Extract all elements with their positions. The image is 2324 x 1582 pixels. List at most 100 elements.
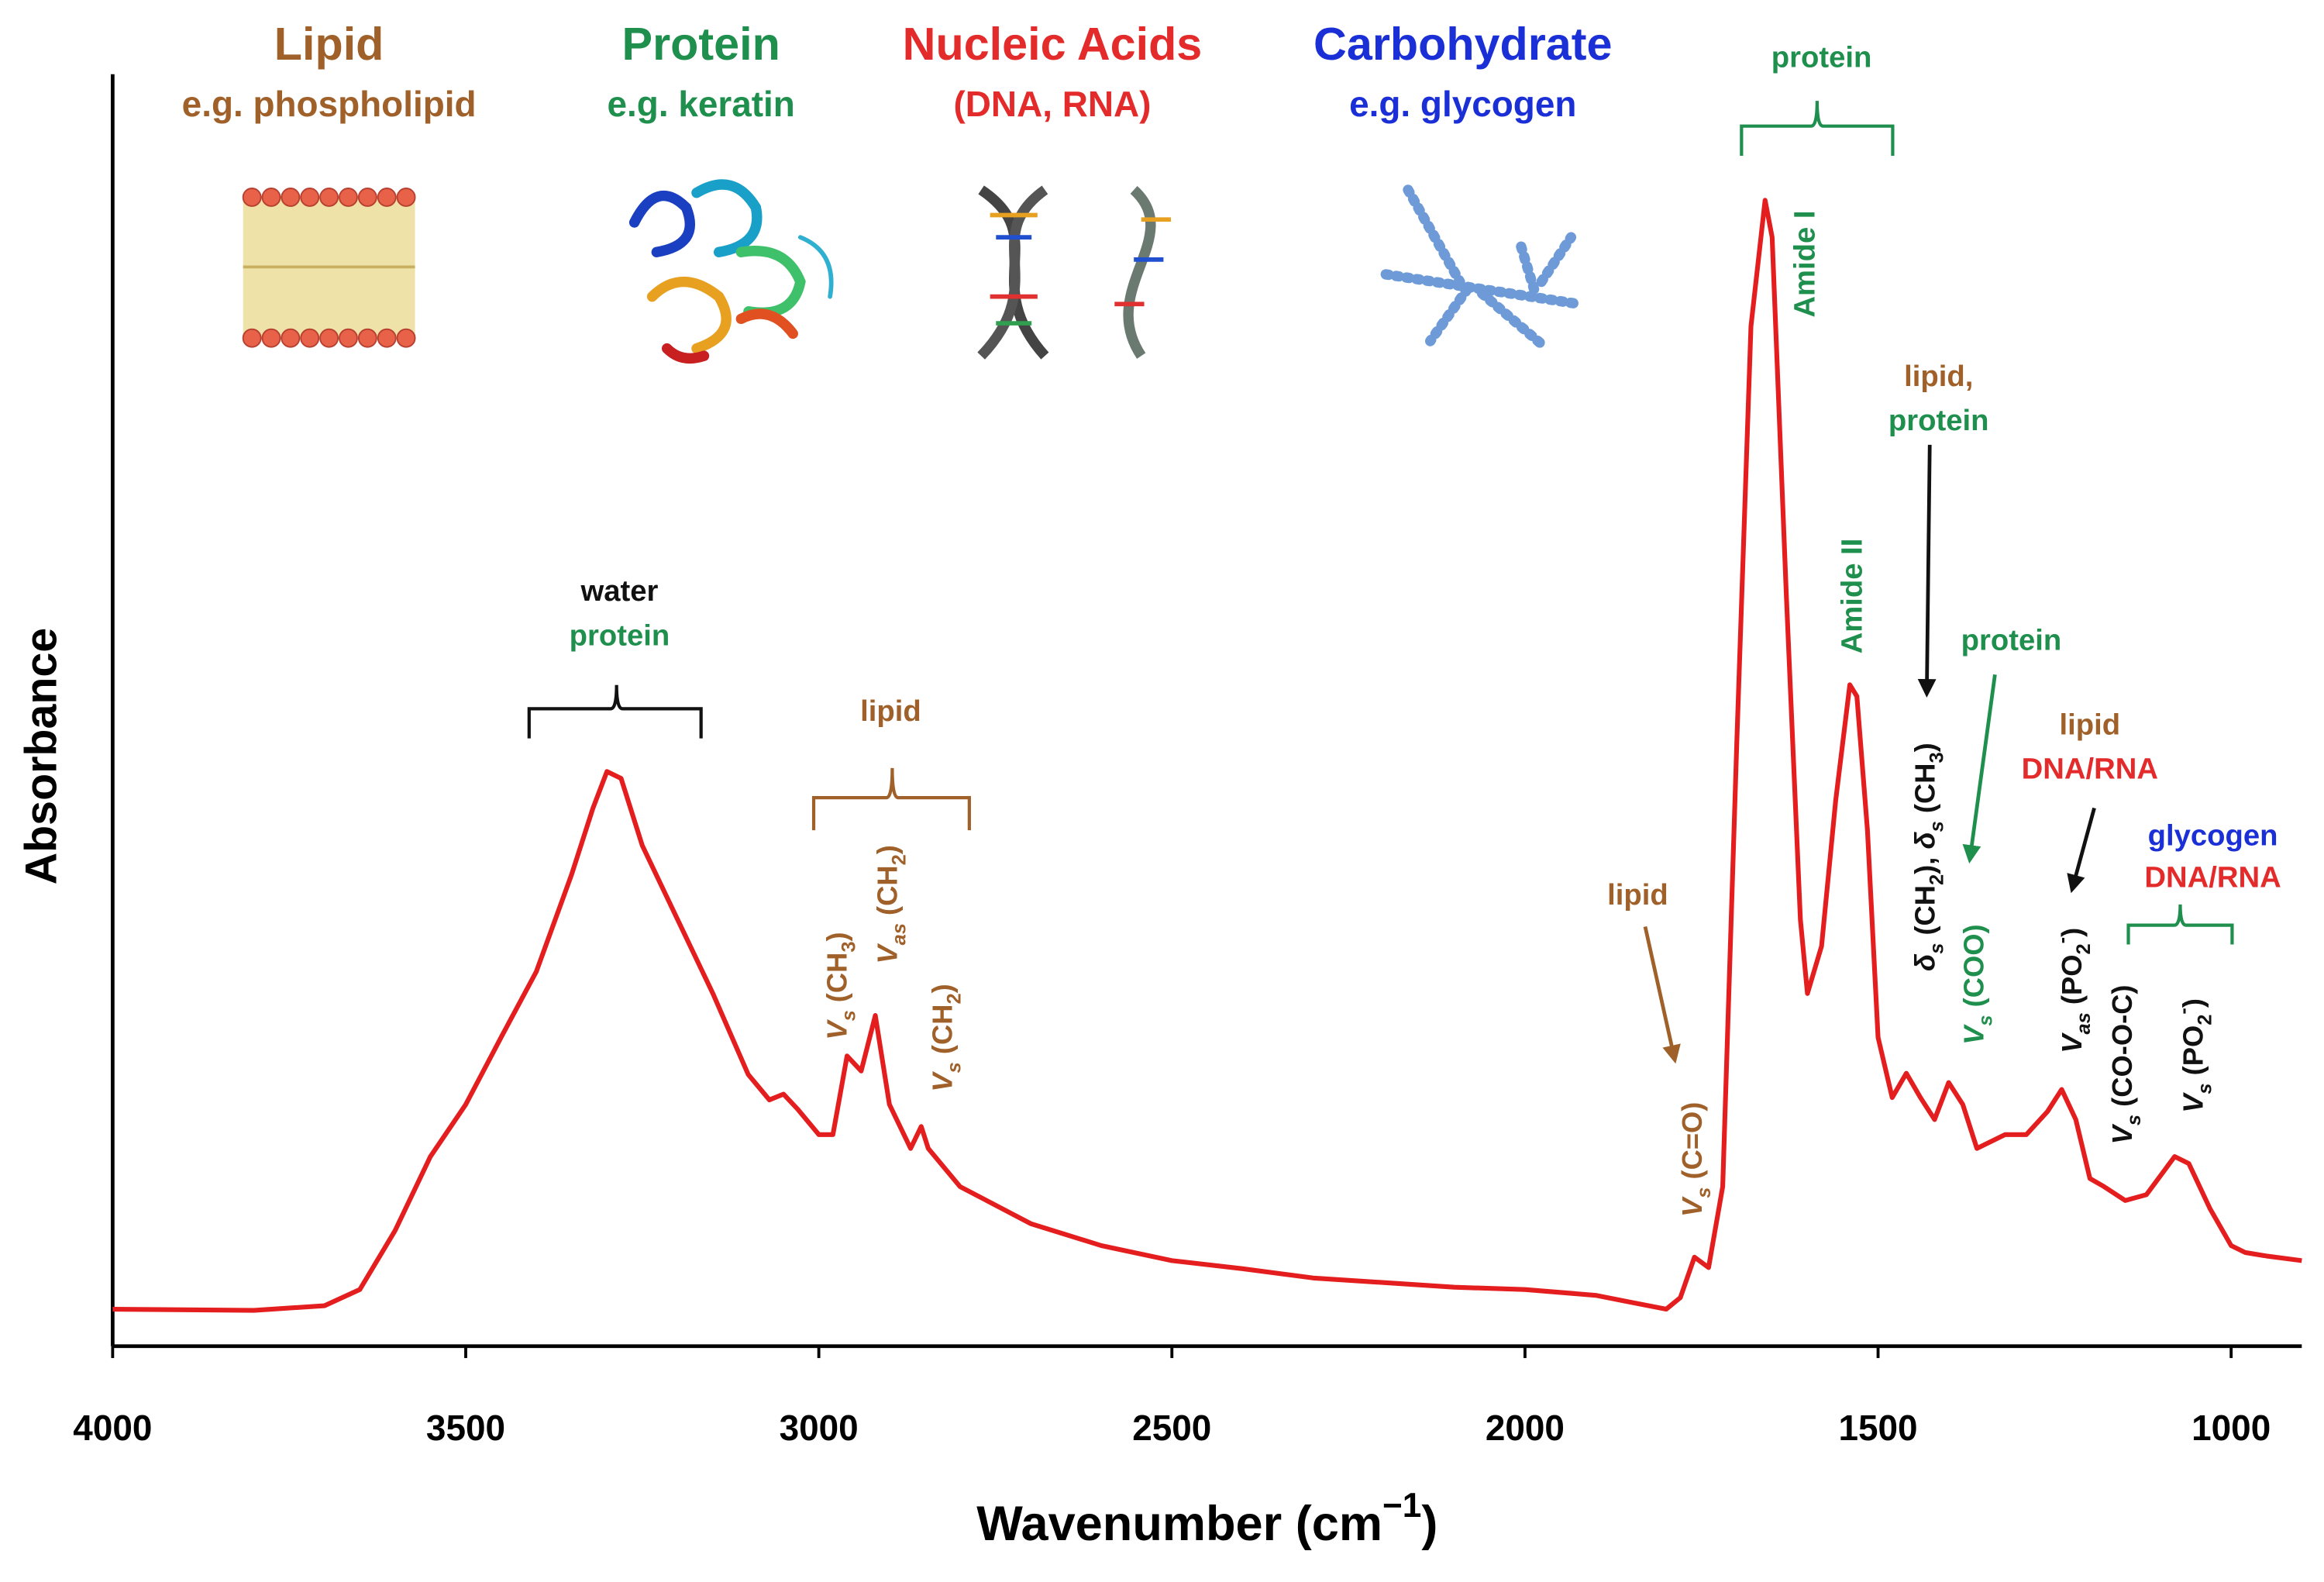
arrows (1643, 444, 2096, 1064)
text-part: s (1693, 1187, 1715, 1198)
x-tick-label: 1500 (1838, 1408, 1917, 1448)
annotation: δs (CH2), δs (CH3) (1909, 743, 1947, 971)
text-part: V (1957, 1024, 1989, 1045)
header-title: Nucleic Acids (903, 18, 1203, 70)
header-subtitle: e.g. glycogen (1349, 84, 1576, 124)
annotation: Vs (CH3) (821, 932, 859, 1039)
icons (242, 179, 1584, 364)
arrow (1962, 674, 1997, 864)
text-part: (COO) (1957, 924, 1989, 1015)
text-part: 2 (2072, 943, 2094, 954)
text-part: s (943, 1062, 965, 1073)
x-tick-label: 3000 (780, 1408, 859, 1448)
text-part: (CO-O-C) (2105, 984, 2137, 1114)
bracket (527, 684, 703, 739)
x-tick-label: 4000 (73, 1408, 152, 1448)
annotation: protein (1771, 41, 1872, 74)
annotation: lipid (860, 694, 921, 728)
annotation: DNA/RNA (2144, 860, 2281, 894)
x-tick-label: 2500 (1132, 1408, 1211, 1448)
text-part: s (838, 1010, 859, 1021)
text-part: 2 (2194, 1015, 2216, 1025)
text-part: V (821, 1019, 852, 1040)
text-part: s (1926, 821, 1947, 832)
arrow (1917, 444, 1937, 698)
text-part: lipid, (1904, 360, 1973, 393)
x-axis-label: Wavenumber (cm−1) (976, 1487, 1437, 1550)
text-part: ) (1909, 743, 1940, 752)
protein-icon (628, 179, 834, 364)
text-part: s (2123, 1115, 2145, 1125)
text-part: DNA/RNA (2022, 753, 2158, 786)
spectrum-line (112, 198, 2302, 1313)
annotation: lipid (2059, 708, 2120, 741)
text-part: as (2072, 1012, 2094, 1034)
text-part: 2 (1926, 874, 1947, 885)
text-part: V (1676, 1196, 1708, 1217)
text-part: 3 (838, 941, 859, 952)
text-part: s (2194, 1083, 2216, 1094)
bracket (2126, 904, 2234, 945)
text-part: Amide I (1789, 210, 1822, 317)
text-part: (CH (871, 865, 903, 923)
text-part: (PO (2055, 955, 2087, 1013)
text-part: lipid (1607, 878, 1668, 912)
annotation: Vs (PO2-) (2172, 998, 2216, 1113)
header-subtitle: (DNA, RNA) (954, 84, 1152, 124)
text-part: water (580, 574, 659, 608)
lipid-icon (242, 188, 416, 348)
text-part: protein (1771, 41, 1872, 74)
annotation: lipid (1607, 878, 1668, 912)
annotation: Vas (PO2-) (2050, 928, 2094, 1053)
text-part: −1 (1382, 1487, 1421, 1525)
annotation: Amide II (1836, 539, 1869, 654)
text-part: lipid (860, 694, 921, 728)
text-part: (CH (821, 953, 852, 1011)
arrow (2067, 807, 2096, 894)
text-part: V (871, 943, 903, 964)
annotation: DNA/RNA (2022, 753, 2158, 786)
text-part: V (926, 1071, 958, 1092)
text-part: ) (926, 984, 958, 993)
annotation: Amide I (1789, 210, 1822, 317)
text-part: protein (1961, 623, 2062, 657)
text-part: ) (821, 932, 852, 941)
text-part: ), (1909, 850, 1940, 874)
text-part: 3 (1926, 752, 1947, 763)
x-tick-label: 3500 (426, 1408, 505, 1448)
arrow (1643, 925, 1681, 1064)
text-part: δ (1909, 832, 1940, 850)
text-part: V (2177, 1092, 2209, 1113)
annotation: protein (1888, 404, 1989, 437)
annotation: Vs (C=O) (1676, 1102, 1715, 1217)
annotation: Vs (CO-O-C) (2105, 984, 2144, 1144)
text-part: DNA/RNA (2144, 860, 2281, 894)
annotation: lipid, (1904, 360, 1973, 393)
text-part: ) (2055, 928, 2087, 937)
annotation: glycogen (2148, 819, 2278, 853)
text-part: (C=O) (1676, 1102, 1708, 1187)
header-title: Lipid (274, 18, 384, 70)
header-title: Carbohydrate (1313, 18, 1612, 70)
text-part: protein (570, 619, 670, 653)
text-part: (CH (926, 1005, 958, 1063)
annotation: Vs (COO) (1957, 924, 1996, 1044)
text-part: - (2172, 1008, 2194, 1014)
text-part: as (888, 923, 910, 945)
text-part: V (2055, 1032, 2087, 1053)
text-part: ) (871, 845, 903, 854)
bracket (811, 767, 971, 831)
text-part: 2 (888, 854, 910, 865)
text-part: protein (1888, 404, 1989, 437)
text-part: (PO (2177, 1025, 2209, 1084)
header-subtitle: e.g. keratin (608, 84, 795, 124)
x-tick-label: 1000 (2191, 1408, 2271, 1448)
text-part: s (1975, 1015, 1996, 1025)
header-subtitle: e.g. phospholipid (182, 84, 477, 124)
text-part: ) (2177, 998, 2209, 1008)
annotation: Vas (CH2) (871, 845, 910, 963)
text-part: (CH (1909, 763, 1940, 822)
text-part: Wavenumber (cm (976, 1497, 1382, 1551)
